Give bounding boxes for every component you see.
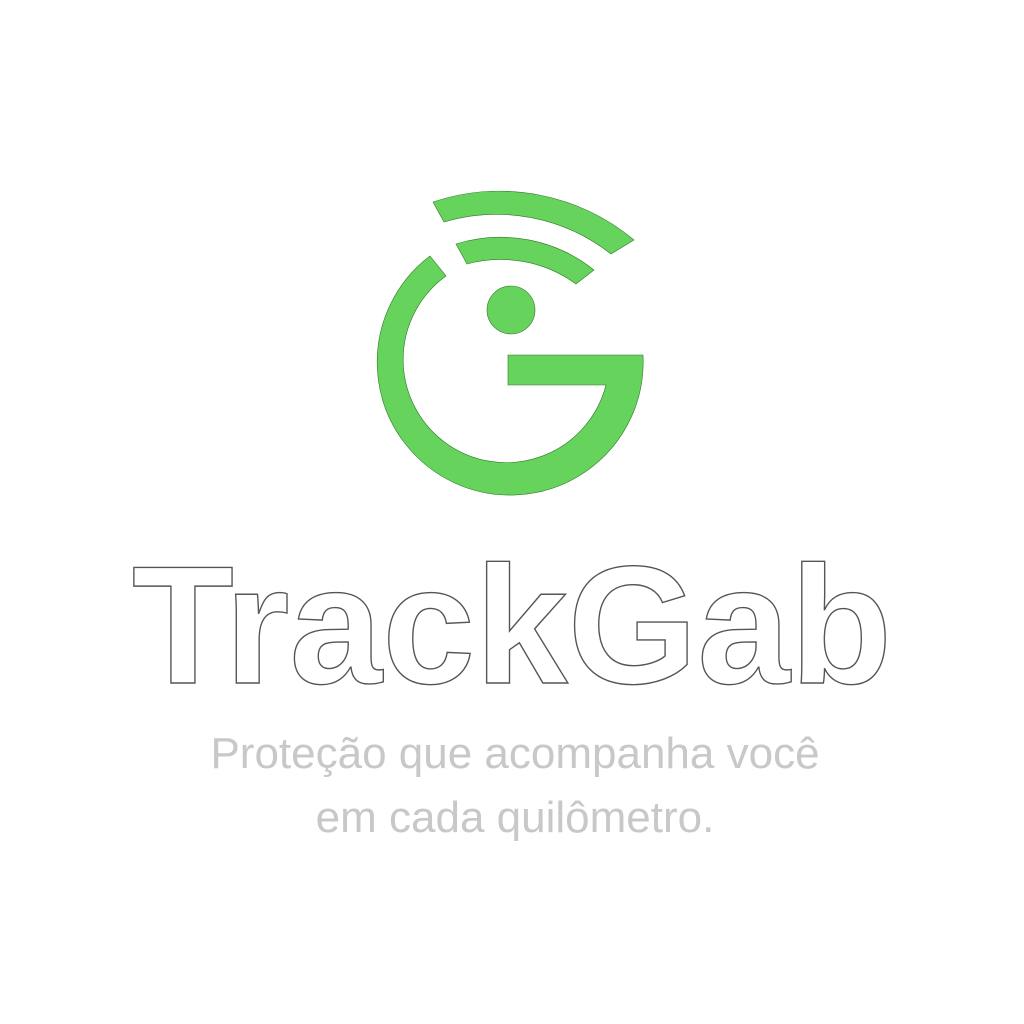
tagline: Proteção que acompanha você em cada quil… bbox=[130, 722, 900, 850]
signal-arc-outer bbox=[432, 190, 635, 255]
g-letter-shape bbox=[376, 255, 644, 496]
brand-name: TrackGab bbox=[132, 536, 892, 706]
location-dot bbox=[486, 285, 536, 335]
g-signal-icon bbox=[376, 190, 644, 496]
tagline-line-1: Proteção que acompanha você bbox=[210, 729, 820, 778]
brand-wordmark: TrackGab bbox=[131, 536, 892, 706]
tagline-line-2: em cada quilômetro. bbox=[315, 793, 715, 842]
signal-arc-inner bbox=[455, 237, 595, 285]
